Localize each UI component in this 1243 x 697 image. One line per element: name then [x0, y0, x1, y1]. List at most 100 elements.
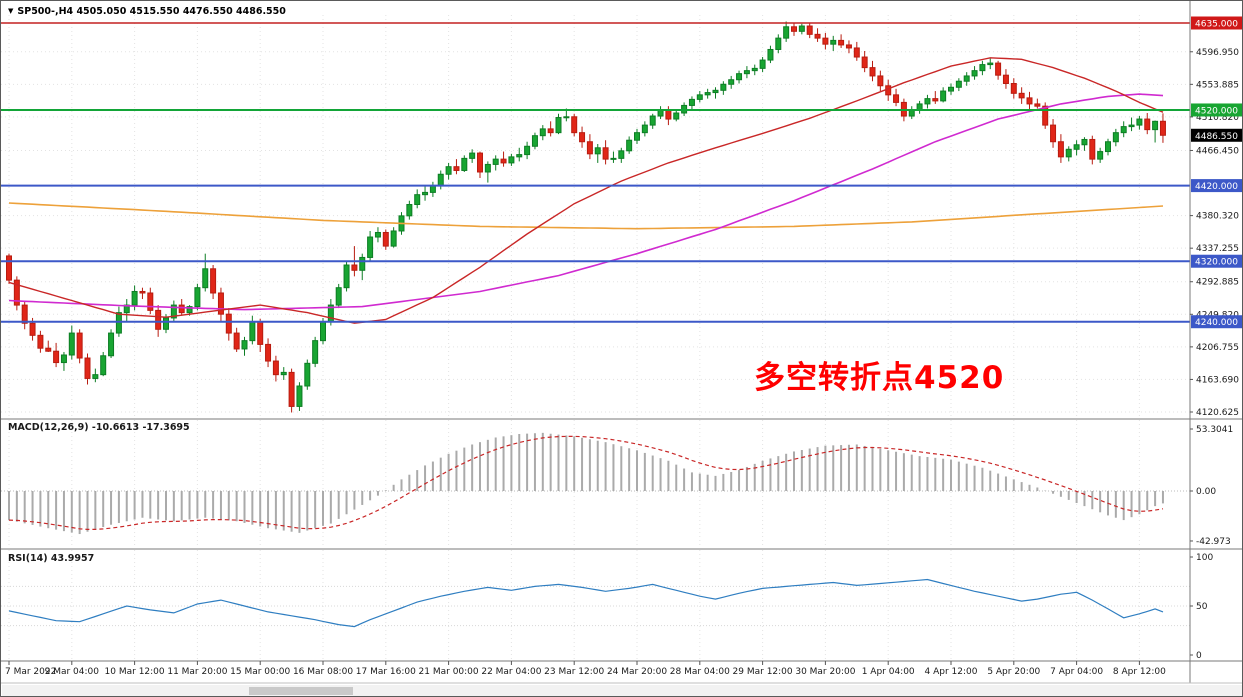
- rsi-line: [8, 578, 1164, 628]
- candle-body: [571, 116, 578, 134]
- time-axis-label: 21 Mar 00:00: [419, 667, 479, 677]
- candle-body: [1144, 118, 1151, 131]
- candle-body: [1152, 120, 1159, 131]
- candle-body: [987, 62, 994, 66]
- candle-body: [1042, 105, 1049, 126]
- candle-body: [225, 313, 232, 334]
- candle-body: [767, 48, 774, 61]
- candle-body: [539, 128, 546, 137]
- rsi-axis[interactable]: 100 50 0: [1190, 553, 1213, 661]
- candle-body: [1050, 124, 1057, 143]
- panel-separators: [1, 1, 1242, 684]
- grid: [1, 15, 1190, 660]
- time-axis-label: 22 Mar 04:00: [481, 667, 541, 677]
- candle-body: [728, 79, 735, 85]
- candle-body: [233, 332, 240, 350]
- candle-body: [948, 86, 954, 92]
- price-badge: [1191, 315, 1242, 329]
- candle-body: [320, 321, 326, 342]
- candle-body: [131, 290, 138, 306]
- candle-body: [210, 268, 217, 294]
- candle-body: [885, 85, 892, 96]
- candle-body: [1120, 126, 1127, 134]
- price-tick-label: 4510.820: [1196, 113, 1239, 123]
- candle-body: [618, 150, 625, 159]
- expand-triangle-icon[interactable]: ▼: [8, 7, 14, 15]
- horizontal-levels[interactable]: [1, 22, 1190, 323]
- candle-body: [492, 158, 499, 165]
- candle-body: [139, 290, 146, 294]
- candle-body: [461, 157, 468, 171]
- price-tick-label: 4337.255: [1196, 244, 1239, 254]
- price-tick-label: 4120.625: [1196, 408, 1239, 418]
- candle-body: [783, 26, 790, 39]
- candle-body: [736, 73, 743, 81]
- price-tick-label: 4553.885: [1196, 80, 1239, 90]
- candle-body: [288, 371, 295, 407]
- candle-body: [29, 322, 36, 336]
- candle-body: [696, 94, 703, 100]
- time-axis-label: 9 Mar 04:00: [45, 667, 100, 677]
- candle-body: [265, 343, 272, 362]
- time-axis-label: 29 Mar 12:00: [733, 667, 793, 677]
- candle-body: [37, 334, 44, 349]
- candle-body: [516, 154, 523, 158]
- horizontal-scrollbar[interactable]: [2, 685, 1243, 697]
- ma-fast-line: [8, 57, 1164, 324]
- price-tick-label: 4163.690: [1196, 375, 1239, 385]
- price-badge-label: 4486.550: [1195, 132, 1238, 142]
- candle-body: [1136, 118, 1143, 126]
- rsi-axis-label: 100: [1196, 553, 1213, 563]
- candle-body: [477, 152, 483, 173]
- price-badge: [1191, 16, 1242, 30]
- candle-body: [720, 83, 727, 91]
- text-annotation[interactable]: 多空转折点4520: [754, 360, 1005, 396]
- macd-label: MACD(12,26,9) -10.6613 -17.3695: [8, 422, 190, 433]
- candle-body: [68, 332, 75, 356]
- candle-body: [861, 56, 868, 69]
- price-badge-label: 4520.000: [1195, 106, 1238, 116]
- time-axis-label: 7 Apr 04:00: [1050, 667, 1103, 677]
- candle-body: [249, 321, 256, 342]
- price-badge: [1191, 128, 1242, 142]
- time-axis-label: 1 Apr 04:00: [862, 667, 915, 677]
- candle-body: [853, 47, 860, 58]
- price-badge: [1191, 254, 1242, 268]
- time-axis-label: 8 Apr 12:00: [1113, 667, 1166, 677]
- candle-body: [798, 25, 805, 32]
- scrollbar-handle[interactable]: [249, 687, 353, 695]
- candle-body: [374, 231, 381, 238]
- candle-body: [743, 70, 750, 75]
- candle-body: [217, 292, 224, 315]
- candle-body: [21, 304, 28, 324]
- candle-body: [1026, 97, 1033, 105]
- candle-body: [194, 287, 201, 308]
- candle-body: [979, 64, 986, 72]
- candle-body: [524, 145, 531, 156]
- price-tick-label: 4596.950: [1196, 48, 1239, 58]
- candle-body: [759, 59, 766, 69]
- candle-body: [877, 75, 884, 87]
- candle-body: [53, 350, 60, 364]
- price-tick-label: 4206.755: [1196, 343, 1239, 353]
- macd-axis[interactable]: 53.3041 0.00 -42.973: [1190, 425, 1233, 547]
- candle-body: [932, 98, 939, 102]
- candle-body: [940, 90, 947, 102]
- ma-slow-line: [8, 202, 1164, 230]
- candle-body: [100, 355, 107, 376]
- candle-body: [108, 332, 115, 357]
- candle-body: [445, 166, 452, 175]
- price-axis[interactable]: 4596.950 4553.885 4510.820 4466.450 4380.320…: [1190, 16, 1243, 419]
- candle-body: [594, 147, 601, 155]
- candle-body: [626, 139, 633, 152]
- candle-body: [296, 385, 303, 407]
- candle-body: [712, 89, 719, 94]
- chart-title-text: SP500-,H4 4505.050 4515.550 4476.550 448…: [17, 6, 286, 17]
- candle-body: [563, 116, 570, 119]
- ma-mid-line: [8, 93, 1164, 311]
- candle-body: [406, 204, 413, 217]
- candle-body: [335, 287, 342, 306]
- candle-body: [845, 44, 852, 49]
